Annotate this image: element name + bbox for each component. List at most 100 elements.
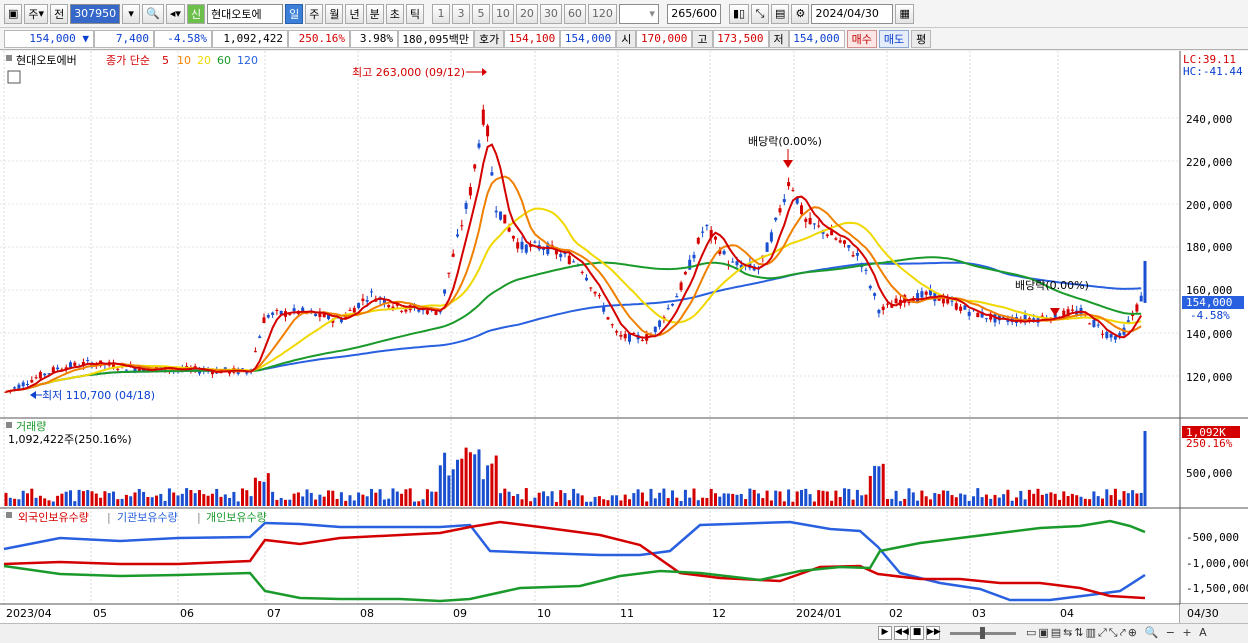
volume-bar	[1113, 488, 1117, 506]
holding-panel	[3, 519, 1146, 603]
speaker-icon[interactable]: ◂▾	[165, 3, 185, 24]
new-badge[interactable]: 신	[186, 3, 206, 24]
candle-body	[701, 231, 705, 233]
volume-bar	[812, 501, 816, 506]
volume-bar	[456, 459, 459, 506]
period-year[interactable]: 년	[345, 3, 364, 24]
high-annotation: 최고 263,000 (09/12)	[352, 66, 465, 79]
layout-icon[interactable]: ▣	[4, 3, 23, 24]
volume-bar	[920, 490, 924, 506]
search-icon[interactable]: 🔍	[142, 3, 164, 24]
volume-bar	[791, 501, 795, 506]
market-select[interactable]: 주 ▾	[24, 3, 49, 24]
volume-bar	[408, 488, 412, 506]
period-day[interactable]: 일	[285, 3, 304, 24]
period-minute[interactable]: 분	[365, 3, 384, 24]
candle-body	[86, 360, 90, 362]
x-axis-label: 07	[267, 607, 281, 620]
candle-body	[327, 313, 330, 320]
eval-button[interactable]: 평	[911, 29, 932, 48]
price-value: 154,000	[29, 32, 76, 45]
sell-button[interactable]: 매도	[878, 29, 910, 48]
interval-1[interactable]: 1	[431, 3, 450, 24]
volume-bar	[116, 499, 120, 506]
volume-bar	[365, 496, 369, 506]
interval-10[interactable]: 10	[491, 3, 514, 24]
candle-body	[597, 295, 601, 297]
period-month[interactable]: 월	[325, 3, 344, 24]
forward-icon[interactable]: ▶▶	[926, 626, 941, 640]
interval-5[interactable]: 5	[471, 3, 490, 24]
volume-bar	[507, 491, 511, 506]
ma5-line	[5, 143, 1143, 393]
x-axis-label: 12	[712, 607, 726, 620]
interval-20[interactable]: 20	[515, 3, 538, 24]
count-field[interactable]: 265/600	[666, 3, 721, 24]
candle-body	[632, 332, 636, 334]
candle-body	[666, 308, 670, 310]
volume-bar	[357, 492, 361, 506]
period-tick[interactable]: 틱	[405, 3, 424, 24]
toolbar-icons[interactable]: ▭▣▤⇆⇅▥⤢⤡⤤⊕ 🔍 − + A	[1026, 626, 1209, 639]
candle-body	[301, 307, 305, 312]
period-week[interactable]: 주	[305, 3, 324, 24]
prev-button[interactable]: 전	[50, 3, 69, 24]
volume-bar	[124, 494, 128, 506]
volume-bar	[344, 500, 348, 506]
volume-bar	[146, 497, 150, 506]
interval-60[interactable]: 60	[563, 3, 586, 24]
candle-body	[1088, 323, 1092, 325]
volume-bar	[167, 488, 171, 506]
candle-body	[1062, 310, 1066, 318]
volume-bar	[520, 499, 524, 506]
volume-bar	[1083, 498, 1087, 506]
volume-bar	[413, 501, 416, 506]
candle-body	[370, 291, 373, 293]
candle-body	[90, 362, 94, 368]
volume-bar	[645, 501, 649, 506]
candle-body	[954, 303, 958, 310]
stock-chart[interactable]: 현대오토에버 종가 단순 5 10 20 60 120 최고 263,000 (…	[0, 51, 1248, 623]
rewind-icon[interactable]: ◀◀	[894, 626, 909, 640]
buy-button[interactable]: 매수	[846, 29, 877, 48]
scroll-right-icon[interactable]: ▶	[878, 626, 892, 640]
interval-30[interactable]: 30	[539, 3, 562, 24]
candle-body	[817, 225, 821, 227]
volume-bar	[47, 500, 51, 506]
candle-body	[21, 382, 25, 387]
volume-bar	[778, 491, 782, 506]
volume-bar	[572, 488, 576, 506]
quote-bar: 154,000 ▼ 7,400 -4.58% 1,092,422 250.16%…	[0, 28, 1248, 50]
volume-bar	[434, 491, 438, 506]
volume-bar	[1092, 491, 1096, 506]
code-input[interactable]: 307950	[70, 3, 121, 24]
zoom-slider-thumb[interactable]	[980, 627, 985, 639]
volume-bar	[430, 491, 434, 506]
date-input[interactable]: 2024/04/30	[811, 3, 894, 24]
candle-body	[438, 311, 442, 313]
candle-body	[628, 333, 631, 342]
volume-bar	[120, 498, 124, 506]
inst-sep: |	[107, 511, 111, 524]
interval-3[interactable]: 3	[451, 3, 470, 24]
interval-120[interactable]: 120	[587, 3, 617, 24]
candle-body	[318, 311, 322, 317]
candle-body	[262, 317, 266, 324]
candle-body	[877, 310, 881, 314]
volume-bar	[731, 493, 735, 506]
candle-icon[interactable]: ▮▯	[728, 3, 750, 24]
gear-icon[interactable]: ⚙	[791, 3, 810, 24]
calendar-icon[interactable]: ▦	[895, 3, 914, 24]
bottom-scrollbar[interactable]: ▶ ◀◀ ■ ▶▶ ▭▣▤⇆⇅▥⤢⤡⤤⊕ 🔍 − + A	[0, 623, 1248, 643]
code-dropdown-icon[interactable]: ▾	[122, 3, 141, 24]
interval-custom-input[interactable]: ▾	[618, 3, 659, 24]
draw-tool-icon[interactable]: ⤡	[751, 3, 770, 24]
save-icon[interactable]: ▤	[771, 3, 790, 24]
volume-bar	[262, 481, 266, 506]
volume-bar	[997, 497, 1001, 506]
volume-box: 1,092K	[1186, 426, 1226, 439]
period-second[interactable]: 초	[385, 3, 404, 24]
table-icon[interactable]	[7, 70, 21, 84]
stop-icon[interactable]: ■	[910, 626, 924, 640]
volume-bar	[17, 499, 21, 506]
